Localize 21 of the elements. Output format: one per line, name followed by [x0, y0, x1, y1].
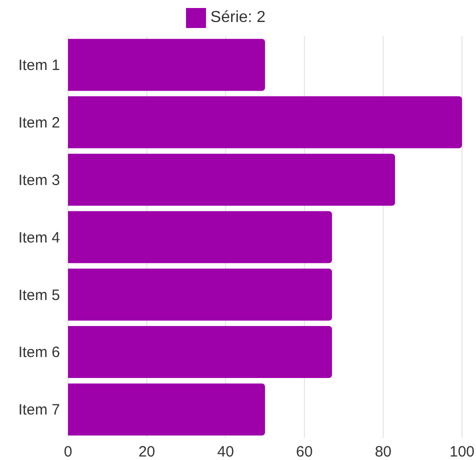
bar [68, 211, 332, 264]
x-tick-label: 20 [138, 444, 156, 460]
bar [68, 96, 462, 148]
bar [68, 383, 265, 436]
legend-label: Série: 2 [210, 9, 266, 26]
bar [68, 326, 332, 378]
y-tick-label: Item 5 [18, 286, 60, 304]
x-tick-label: 60 [296, 444, 313, 460]
y-tick-label: Item 2 [18, 114, 60, 132]
x-tick-label: 0 [64, 444, 72, 460]
x-tick-label: 100 [449, 444, 475, 460]
bar [68, 268, 332, 321]
y-tick-label: Item 6 [18, 344, 60, 362]
y-tick-label: Item 1 [18, 57, 60, 74]
y-tick-label: Item 4 [18, 229, 60, 246]
y-tick-label: Item 7 [18, 402, 60, 419]
bar [68, 154, 396, 206]
y-tick-label: Item 3 [18, 172, 60, 189]
bar [68, 38, 265, 91]
x-tick-label: 80 [374, 444, 392, 460]
x-tick-label: 40 [217, 444, 234, 460]
